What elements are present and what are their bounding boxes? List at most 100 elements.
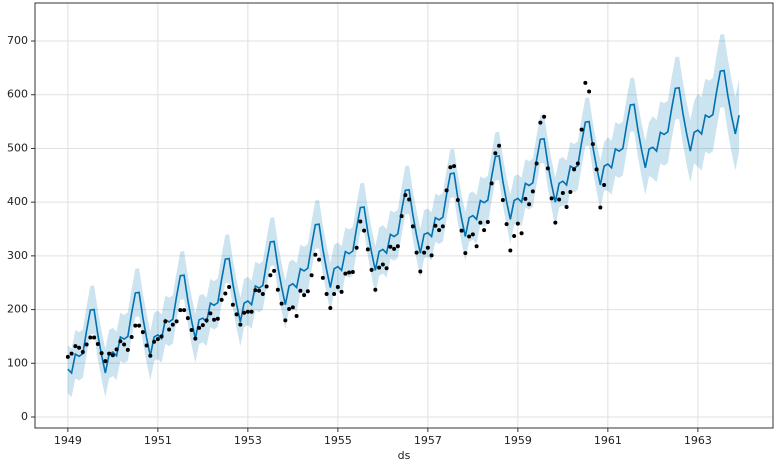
observed-point (515, 221, 520, 226)
observed-point (403, 193, 408, 198)
observed-point (69, 351, 74, 356)
observed-point (182, 308, 187, 313)
observed-point (163, 319, 168, 324)
observed-point (77, 345, 82, 350)
observed-point (257, 288, 262, 293)
observed-point (140, 330, 145, 335)
observed-point (339, 289, 344, 294)
observed-point (527, 202, 532, 207)
observed-point (343, 271, 348, 276)
observed-point (377, 265, 382, 270)
observed-point (313, 252, 318, 257)
x-tick-label: 1955 (324, 434, 352, 447)
observed-point (189, 327, 194, 332)
observed-point (125, 347, 130, 352)
observed-point (347, 270, 352, 275)
x-tick-label: 1951 (144, 434, 172, 447)
observed-point (564, 204, 569, 209)
y-tick-label: 600 (7, 88, 28, 101)
observed-point (317, 257, 322, 262)
x-tick-label: 1961 (594, 434, 622, 447)
observed-point (287, 307, 292, 312)
observed-point (107, 351, 112, 356)
observed-point (369, 267, 374, 272)
observed-point (290, 305, 295, 310)
observed-point (245, 309, 250, 314)
y-tick-label: 300 (7, 249, 28, 262)
observed-point (84, 342, 89, 347)
observed-point (305, 289, 310, 294)
observed-point (448, 165, 453, 170)
y-tick-label: 100 (7, 356, 28, 369)
observed-point (92, 335, 97, 340)
observed-point (365, 247, 370, 252)
observed-point (579, 127, 584, 132)
observed-point (399, 214, 404, 219)
observed-point (470, 232, 475, 237)
observed-point (557, 197, 562, 202)
observed-point (133, 323, 138, 328)
observed-point (137, 323, 142, 328)
observed-point (493, 151, 498, 156)
observed-point (455, 198, 460, 203)
observed-point (204, 318, 209, 323)
observed-point (440, 224, 445, 229)
observed-point (103, 359, 108, 364)
observed-point (508, 248, 513, 253)
observed-point (437, 228, 442, 233)
observed-point (512, 233, 517, 238)
x-axis-label: ds (398, 449, 411, 462)
observed-point (260, 291, 265, 296)
observed-point (523, 196, 528, 201)
observed-point (467, 234, 472, 239)
observed-point (264, 284, 269, 289)
observed-point (519, 231, 524, 236)
observed-point (178, 308, 183, 313)
observed-point (422, 250, 427, 255)
y-tick-label: 0 (21, 410, 28, 423)
observed-point (283, 318, 288, 323)
observed-point (110, 353, 115, 358)
observed-point (414, 250, 419, 255)
observed-point (200, 323, 205, 328)
observed-point (572, 167, 577, 172)
observed-point (238, 322, 243, 327)
observed-point (129, 334, 134, 339)
observed-point (80, 350, 85, 355)
observed-point (302, 293, 307, 298)
observed-point (275, 287, 280, 292)
observed-point (95, 341, 100, 346)
observed-point (320, 275, 325, 280)
observed-point (272, 268, 277, 273)
observed-point (215, 316, 220, 321)
observed-point (598, 205, 603, 210)
observed-point (279, 301, 284, 306)
observed-point (88, 335, 93, 340)
observed-point (219, 297, 224, 302)
observed-point (594, 167, 599, 172)
observed-point (99, 351, 104, 356)
observed-point (380, 262, 385, 267)
observed-point (425, 245, 430, 250)
observed-point (174, 319, 179, 324)
observed-point (549, 196, 554, 201)
observed-point (294, 314, 299, 319)
observed-point (170, 322, 175, 327)
observed-point (452, 164, 457, 169)
observed-point (463, 251, 468, 256)
x-tick-label: 1953 (234, 434, 262, 447)
observed-point (568, 189, 573, 194)
observed-point (485, 220, 490, 225)
observed-point (268, 273, 273, 278)
observed-point (212, 317, 217, 322)
observed-point (534, 161, 539, 166)
observed-point (227, 285, 232, 290)
observed-point (429, 253, 434, 258)
observed-point (583, 80, 588, 85)
observed-point (538, 120, 543, 125)
observed-point (388, 244, 393, 249)
observed-point (444, 188, 449, 193)
observed-point (362, 228, 367, 233)
observed-point (152, 339, 157, 344)
observed-point (407, 197, 412, 202)
